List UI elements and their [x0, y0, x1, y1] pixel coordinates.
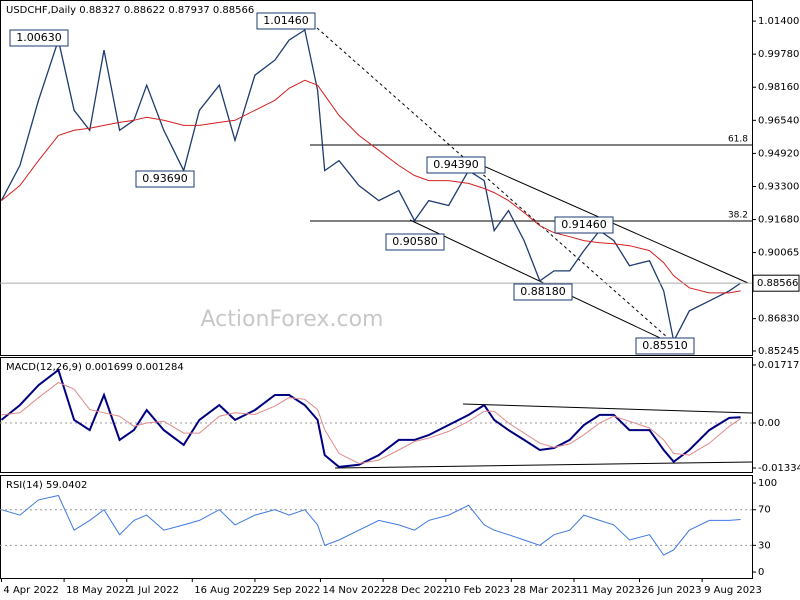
x-tick-label: 18 May 2022	[66, 585, 131, 596]
y-tick-label: 100	[758, 478, 777, 489]
chart-title: USDCHF,Daily 0.88327 0.88622 0.87937 0.8…	[6, 5, 254, 16]
x-tick-label: 29 Sep 2022	[257, 585, 320, 596]
y-tick-label: 0.98160	[758, 82, 799, 93]
series-line	[1, 494, 741, 556]
y-tick-label: 0.96540	[758, 115, 799, 126]
price-panel	[0, 0, 753, 356]
annotation: 0.93690	[142, 172, 188, 185]
series-line	[1, 381, 741, 465]
annotation: 0.90580	[392, 235, 438, 248]
annotation: 1.01460	[263, 14, 309, 27]
y-tick-label: 0	[758, 567, 764, 578]
y-tick-label: 0.017176	[758, 360, 800, 371]
rsi-title: RSI(14) 59.0402	[6, 480, 87, 491]
y-tick-label: 30	[758, 540, 771, 551]
y-tick-label: 0.86830	[758, 314, 799, 325]
x-tick-label: 28 Mar 2023	[513, 585, 576, 596]
rsi-panel	[0, 475, 753, 579]
annotation-box	[426, 156, 486, 174]
macd-panel	[0, 357, 753, 473]
y-tick-label: 1.01400	[758, 16, 799, 27]
x-tick-label: 16 Aug 2022	[194, 585, 258, 596]
x-tick-label: 28 Dec 2022	[385, 585, 449, 596]
trend-line	[462, 403, 753, 414]
annotation: 0.94390	[433, 158, 479, 171]
x-tick-label: 1 Jul 2022	[129, 585, 179, 596]
x-tick-label: 14 Nov 2022	[322, 585, 386, 596]
x-tick-label: 4 Apr 2022	[3, 585, 58, 596]
annotation-box	[554, 216, 614, 234]
y-tick-label: 0.94920	[758, 148, 799, 159]
annotation-box	[135, 170, 195, 188]
trend-line	[334, 461, 753, 469]
price-box	[752, 274, 800, 292]
series-line	[0, 28, 741, 344]
watermark: ActionForex.com	[201, 307, 384, 332]
annotation-box	[513, 283, 573, 301]
annotation-box	[9, 29, 69, 47]
y-tick-label: 70	[758, 505, 771, 516]
y-tick-label: 0.00	[758, 418, 780, 429]
x-tick-label: 10 Feb 2023	[448, 585, 510, 596]
y-tick-label: -0.01334	[758, 463, 800, 474]
x-tick-label: 11 May 2023	[576, 585, 641, 596]
y-tick-label: 0.99780	[758, 49, 799, 60]
annotation: 1.00630	[16, 31, 62, 44]
y-tick-label: 0.91680	[758, 215, 799, 226]
trend-line	[307, 19, 669, 339]
fib-label: 38.2	[728, 211, 748, 221]
y-tick-label: 0.93300	[758, 181, 799, 192]
annotation: 0.91460	[561, 218, 607, 231]
annotation-box	[256, 12, 316, 30]
series-line	[1, 79, 741, 294]
x-tick-label: 26 Jun 2023	[641, 585, 701, 596]
price-label: 0.88566	[757, 278, 798, 289]
x-tick-label: 9 Aug 2023	[704, 585, 762, 596]
series-line	[0, 368, 741, 468]
y-tick-label: 0.90065	[758, 248, 799, 259]
annotation: 0.85510	[642, 339, 688, 352]
fib-label: 61.8	[728, 135, 748, 145]
y-tick-label: 0.85245	[758, 346, 799, 357]
annotation-box	[635, 337, 695, 355]
annotation: 0.88180	[520, 285, 566, 298]
annotation-box	[385, 233, 445, 251]
macd-title: MACD(12,26,9) 0.001699 0.001284	[6, 362, 184, 373]
